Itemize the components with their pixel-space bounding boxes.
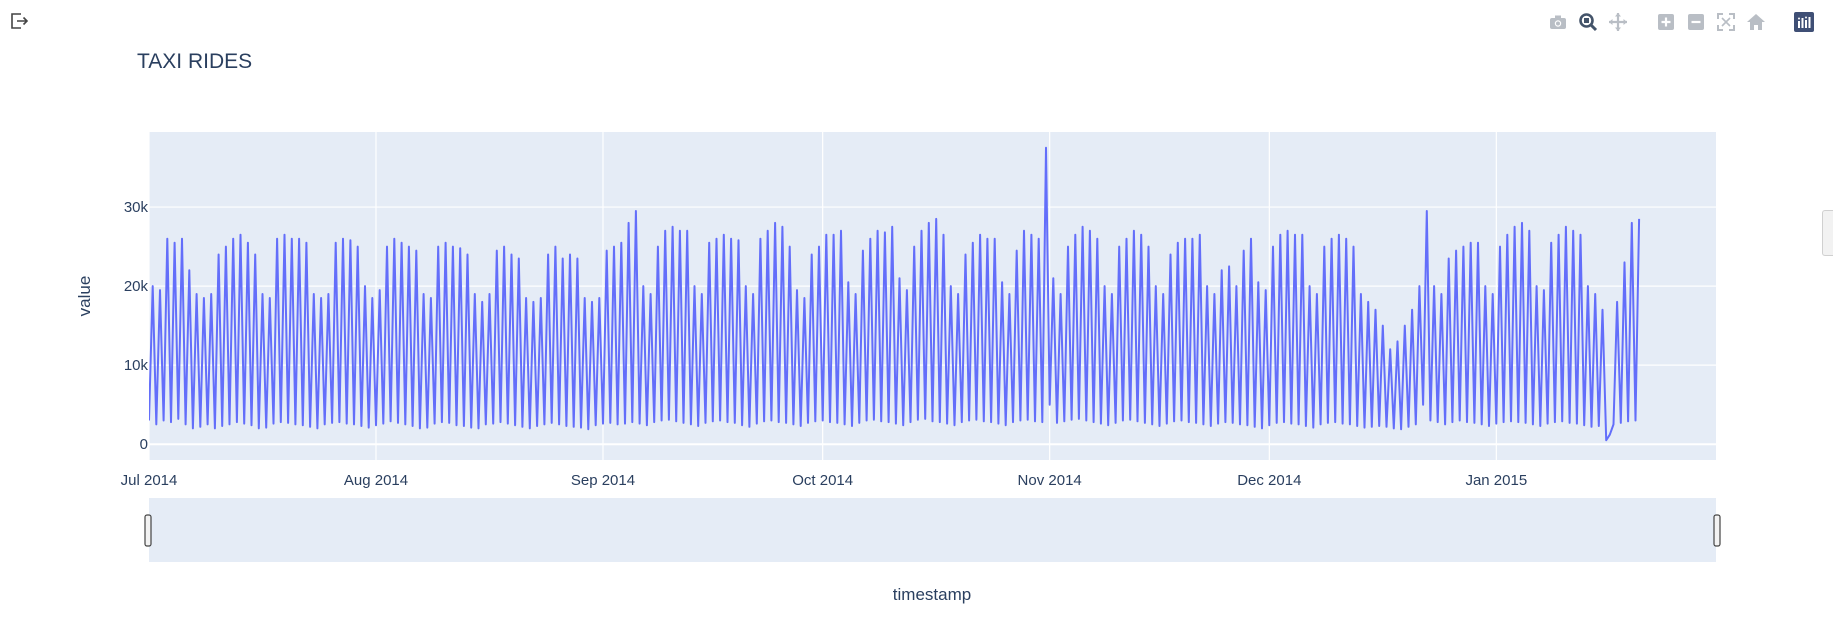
x-tick-label: Aug 2014 [344,472,408,489]
y-tick-label: 0 [140,436,148,453]
x-tick-label: Dec 2014 [1237,472,1301,489]
x-tick-labels: Jul 2014 Aug 2014 Sep 2014 Oct 2014 Nov 2014… [121,472,1528,489]
reset-axes-icon[interactable] [1745,11,1767,33]
zoom-out-icon[interactable] [1685,11,1707,33]
y-tick-labels: 0 10k 20k 30k [124,199,149,453]
zoom-in-icon[interactable] [1655,11,1677,33]
autoscale-icon[interactable] [1715,11,1737,33]
y-axis-label: value [75,276,94,317]
range-slider-handle-left[interactable] [144,514,152,547]
y-tick-label: 10k [124,357,149,374]
y-tick-label: 20k [124,278,149,295]
exit-icon[interactable] [8,10,30,32]
x-tick-label: Jan 2015 [1465,472,1527,489]
x-tick-label: Oct 2014 [792,472,853,489]
series-line [149,146,1641,442]
x-tick-label: Nov 2014 [1018,472,1082,489]
range-slider-handle-right[interactable] [1713,514,1721,547]
x-tick-label: Sep 2014 [571,472,635,489]
chart-title: TAXI RIDES [137,50,252,73]
modebar [1547,10,1815,34]
pan-icon[interactable] [1607,11,1629,33]
x-axis-label: timestamp [893,585,971,604]
zoom-icon[interactable] [1577,11,1599,33]
x-tick-label: Jul 2014 [121,472,178,489]
camera-icon[interactable] [1547,11,1569,33]
range-slider[interactable] [149,498,1716,562]
plotly-logo-icon[interactable] [1793,11,1815,33]
y-tick-label: 30k [124,199,149,216]
side-panel-handle[interactable] [1822,210,1833,256]
